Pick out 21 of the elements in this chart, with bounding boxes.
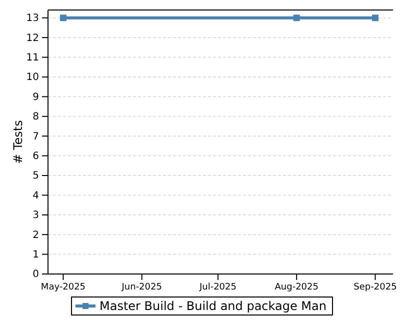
y-axis-title: # Tests bbox=[11, 120, 25, 164]
x-tick-label: Sep-2025 bbox=[354, 282, 397, 292]
y-tick-label: 6 bbox=[32, 150, 39, 162]
y-tick-label: 9 bbox=[32, 92, 39, 103]
y-tick-label: 3 bbox=[32, 210, 39, 222]
y-tick-label: 4 bbox=[32, 190, 39, 202]
x-tick-label: Jun-2025 bbox=[120, 282, 162, 292]
x-tick-label: Aug-2025 bbox=[274, 282, 318, 292]
y-tick-label: 2 bbox=[32, 230, 39, 241]
y-tick-label: 8 bbox=[32, 112, 39, 123]
y-tick-label: 12 bbox=[26, 32, 39, 44]
y-tick-label: 11 bbox=[26, 52, 39, 64]
x-tick-label: May-2025 bbox=[40, 282, 86, 292]
legend-label: Master Build - Build and package Man bbox=[100, 299, 326, 313]
y-tick-label: 13 bbox=[26, 13, 39, 24]
y-tick-label: 0 bbox=[32, 269, 39, 280]
y-tick-label: 5 bbox=[32, 170, 39, 182]
x-tick-label: Jul-2025 bbox=[198, 282, 236, 292]
y-tick-label: 7 bbox=[32, 131, 39, 142]
y-tick-label: 1 bbox=[32, 250, 39, 260]
y-tick-label: 10 bbox=[26, 72, 39, 84]
